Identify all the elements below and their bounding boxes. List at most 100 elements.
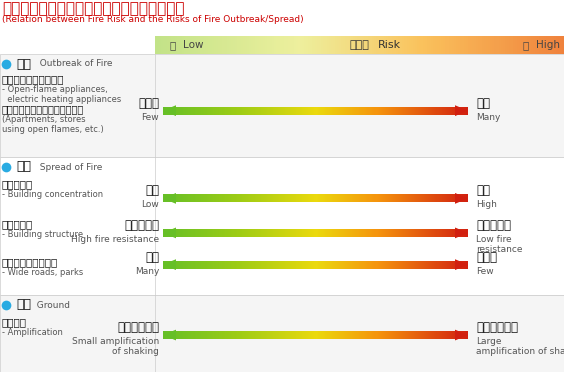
Polygon shape — [175, 195, 176, 202]
Polygon shape — [291, 107, 292, 115]
Polygon shape — [202, 229, 204, 237]
Polygon shape — [261, 195, 262, 202]
Polygon shape — [186, 261, 187, 269]
Polygon shape — [460, 229, 461, 237]
Polygon shape — [188, 107, 190, 115]
Polygon shape — [220, 261, 221, 269]
Polygon shape — [455, 193, 468, 204]
Polygon shape — [391, 331, 392, 339]
Polygon shape — [378, 36, 380, 54]
Polygon shape — [207, 195, 208, 202]
Polygon shape — [258, 261, 259, 269]
Polygon shape — [315, 331, 316, 339]
Polygon shape — [341, 261, 342, 269]
Polygon shape — [403, 36, 404, 54]
Polygon shape — [400, 195, 401, 202]
Polygon shape — [218, 36, 221, 54]
Polygon shape — [521, 36, 523, 54]
Polygon shape — [201, 107, 202, 115]
Polygon shape — [377, 331, 378, 339]
Polygon shape — [274, 107, 275, 115]
Polygon shape — [184, 261, 186, 269]
Polygon shape — [292, 107, 293, 115]
Polygon shape — [331, 261, 332, 269]
Polygon shape — [342, 195, 343, 202]
Polygon shape — [342, 331, 343, 339]
Polygon shape — [240, 229, 241, 237]
Polygon shape — [346, 107, 347, 115]
Polygon shape — [233, 331, 234, 339]
Polygon shape — [505, 36, 506, 54]
Text: Low: Low — [183, 40, 204, 50]
Polygon shape — [172, 331, 173, 339]
Polygon shape — [364, 107, 365, 115]
Polygon shape — [265, 195, 266, 202]
Polygon shape — [279, 107, 280, 115]
Polygon shape — [448, 331, 449, 339]
Polygon shape — [386, 261, 387, 269]
Polygon shape — [223, 261, 224, 269]
Polygon shape — [345, 107, 346, 115]
Polygon shape — [389, 195, 390, 202]
Polygon shape — [302, 36, 305, 54]
Polygon shape — [217, 107, 218, 115]
Polygon shape — [206, 36, 208, 54]
Polygon shape — [372, 195, 373, 202]
Polygon shape — [401, 195, 402, 202]
Text: 延焼: 延焼 — [16, 160, 31, 173]
Polygon shape — [170, 261, 171, 269]
Polygon shape — [398, 261, 399, 269]
Polygon shape — [328, 107, 329, 115]
Polygon shape — [178, 195, 179, 202]
Polygon shape — [377, 229, 378, 237]
Polygon shape — [183, 195, 184, 202]
Polygon shape — [562, 36, 564, 54]
Polygon shape — [416, 195, 417, 202]
Polygon shape — [373, 107, 374, 115]
Polygon shape — [358, 331, 359, 339]
Polygon shape — [348, 331, 349, 339]
Polygon shape — [462, 261, 463, 269]
Polygon shape — [443, 107, 444, 115]
Polygon shape — [453, 195, 454, 202]
Polygon shape — [276, 36, 277, 54]
Polygon shape — [192, 107, 193, 115]
Polygon shape — [330, 261, 331, 269]
Polygon shape — [382, 331, 384, 339]
Polygon shape — [205, 195, 206, 202]
Polygon shape — [285, 261, 286, 269]
Polygon shape — [311, 229, 312, 237]
Polygon shape — [343, 195, 344, 202]
Polygon shape — [353, 195, 354, 202]
Polygon shape — [412, 107, 413, 115]
Polygon shape — [433, 331, 434, 339]
Polygon shape — [305, 261, 306, 269]
Polygon shape — [434, 107, 435, 115]
Polygon shape — [235, 36, 237, 54]
Polygon shape — [337, 261, 338, 269]
Polygon shape — [270, 331, 271, 339]
Polygon shape — [268, 107, 270, 115]
Polygon shape — [454, 331, 455, 339]
Polygon shape — [338, 107, 339, 115]
Polygon shape — [404, 229, 405, 237]
Polygon shape — [267, 261, 268, 269]
Polygon shape — [200, 331, 201, 339]
Polygon shape — [456, 331, 457, 339]
Polygon shape — [268, 195, 270, 202]
Polygon shape — [464, 195, 465, 202]
Polygon shape — [391, 107, 392, 115]
Polygon shape — [199, 261, 200, 269]
Polygon shape — [417, 261, 418, 269]
Polygon shape — [486, 36, 488, 54]
Polygon shape — [243, 107, 244, 115]
Polygon shape — [182, 195, 183, 202]
Polygon shape — [437, 195, 438, 202]
Polygon shape — [306, 107, 307, 115]
Polygon shape — [241, 331, 243, 339]
Polygon shape — [204, 195, 205, 202]
Polygon shape — [357, 261, 358, 269]
Polygon shape — [452, 261, 453, 269]
Polygon shape — [228, 195, 229, 202]
Polygon shape — [293, 331, 294, 339]
